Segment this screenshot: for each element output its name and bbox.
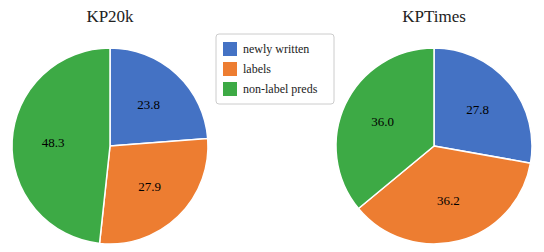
data-labels: 27.8 36.2 36.0	[371, 102, 489, 208]
legend-label: newly written	[243, 42, 309, 56]
data-labels: 23.8 27.9 48.3	[42, 97, 161, 194]
pie-slice	[336, 48, 434, 208]
data-label: 36.2	[437, 193, 460, 208]
pie-slice	[100, 139, 208, 244]
data-label: 48.3	[42, 135, 65, 150]
data-label: 23.8	[137, 97, 160, 112]
data-label: 27.8	[466, 102, 489, 117]
chart-title: KP20k	[86, 7, 134, 26]
legend-label: labels	[243, 62, 271, 76]
legend: newly written labels non-label preds	[216, 34, 334, 104]
legend-swatch	[223, 62, 237, 76]
data-label: 36.0	[371, 114, 394, 129]
chart-root: KP20k 23.8 27.9 48.3 newly written labels non-…	[0, 0, 544, 252]
pie-slice	[12, 48, 110, 243]
legend-frame	[216, 34, 334, 104]
chart-title: KPTimes	[402, 7, 466, 26]
slices	[336, 48, 532, 244]
legend-swatch	[223, 42, 237, 56]
legend-swatch	[223, 82, 237, 96]
data-label: 27.9	[138, 179, 161, 194]
pie-slice	[110, 48, 208, 146]
pie-chart: KP20k 23.8 27.9 48.3	[12, 7, 208, 244]
pie-chart: KPTimes 27.8 36.2 36.0	[336, 7, 532, 244]
slices	[12, 48, 208, 244]
pie-slice	[434, 48, 532, 163]
legend-label: non-label preds	[243, 82, 318, 96]
